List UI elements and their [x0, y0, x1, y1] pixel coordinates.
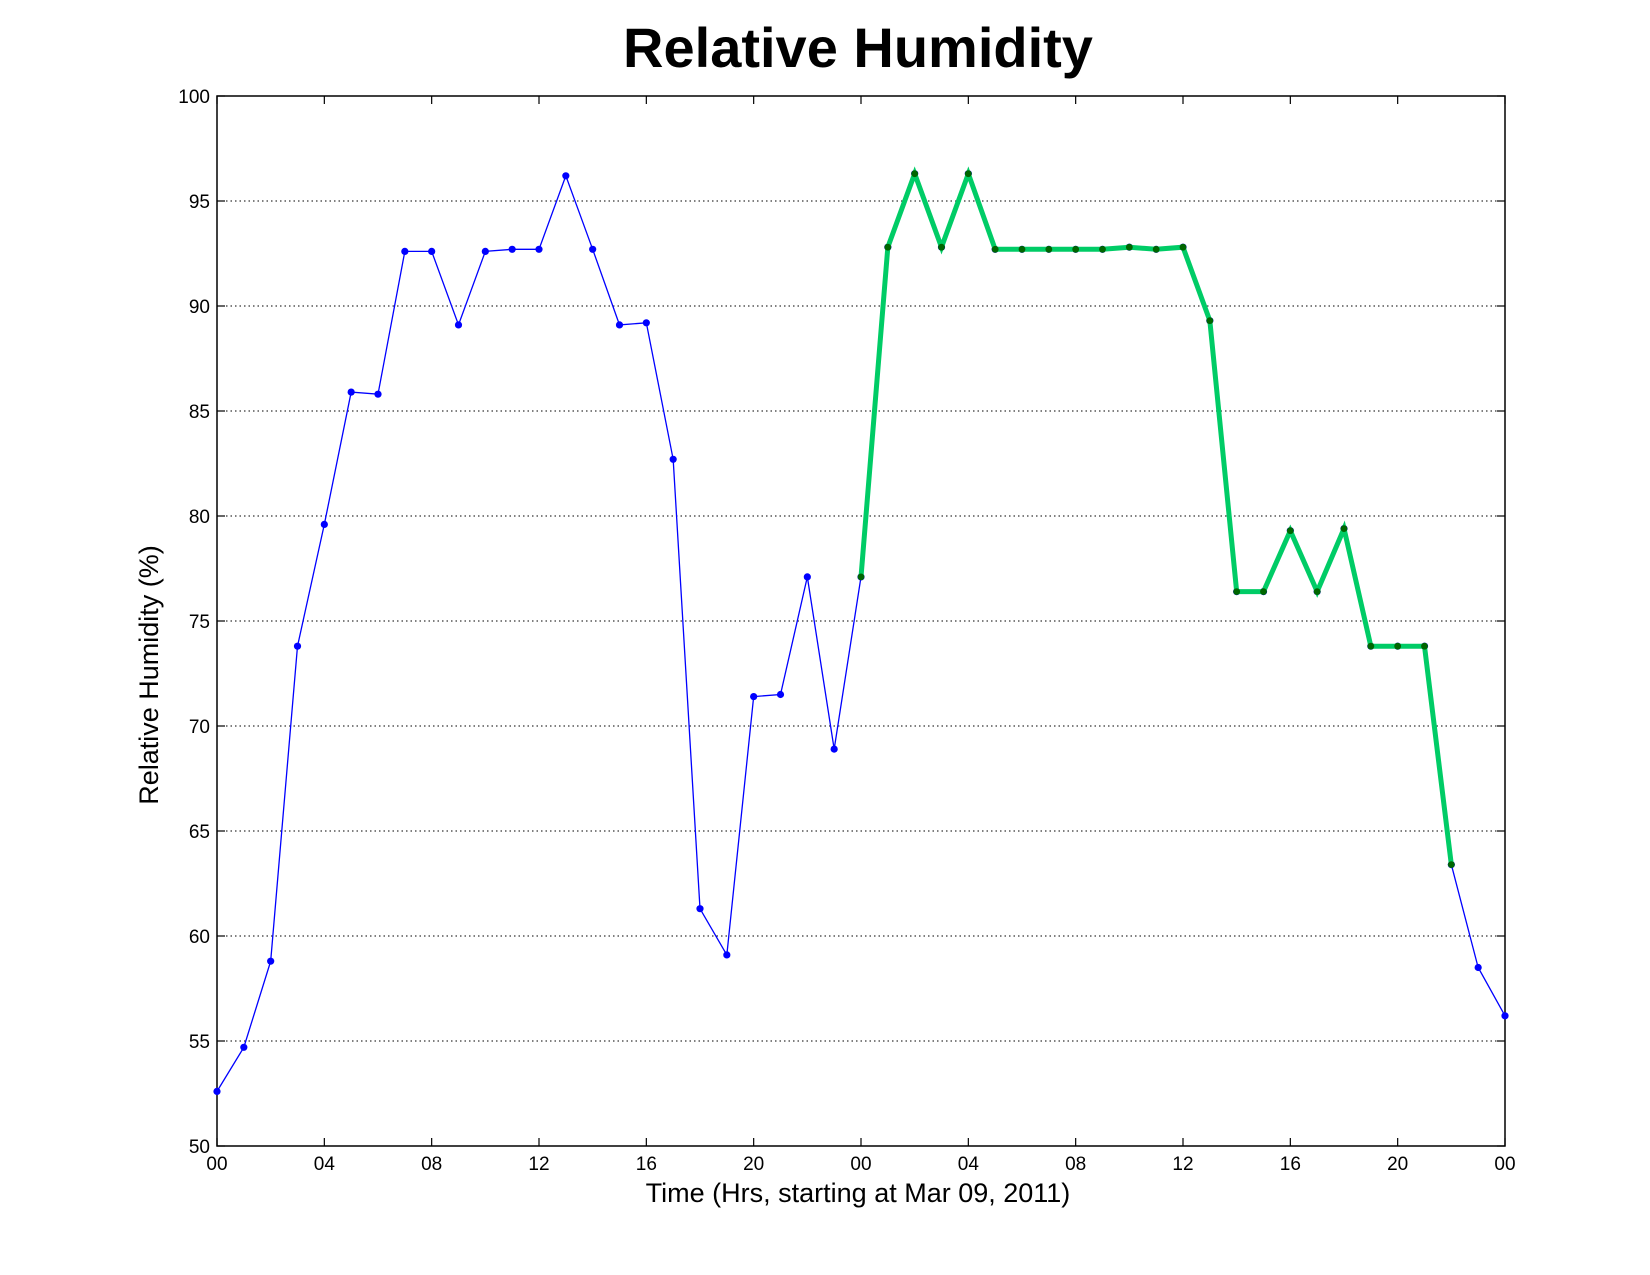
y-tick-label: 100: [178, 87, 210, 108]
series-layer: [213, 166, 1509, 1095]
x-tick-label: 04: [958, 1154, 980, 1175]
x-tick-label: 08: [1065, 1154, 1086, 1175]
y-tick-label: 90: [189, 297, 210, 318]
y-tick-label: 60: [189, 927, 210, 948]
x-tick-label: 04: [314, 1154, 336, 1175]
series-1-point: [750, 693, 758, 701]
series-2-point: [1072, 245, 1080, 253]
series-1-point: [347, 388, 355, 396]
series-2-point: [911, 170, 919, 178]
chart-title: Relative Humidity: [623, 16, 1093, 79]
x-tick-label: 12: [1172, 1154, 1193, 1175]
series-1-point: [615, 321, 624, 329]
series-1-point: [508, 245, 516, 253]
y-tick-label: 55: [189, 1032, 210, 1053]
series-1-point: [696, 905, 704, 913]
series-2-point: [1099, 245, 1106, 253]
series-2-point: [1421, 642, 1428, 650]
series-1-point: [669, 455, 677, 463]
series-2-point: [991, 245, 999, 253]
series-1-point: [642, 319, 650, 327]
x-tick-label: 16: [636, 1154, 657, 1175]
series-1-point: [803, 573, 811, 581]
series-2-point: [1152, 245, 1160, 253]
series-2-point: [1179, 243, 1187, 251]
series-2-point: [938, 243, 945, 251]
y-axis-ticks: 50 55 60 65 70 75 80 85 90 95 100: [178, 87, 1505, 1158]
series-1-point: [454, 321, 463, 329]
x-tick-label: 20: [1387, 1154, 1408, 1175]
series-2: [857, 166, 1455, 868]
series-1-point: [723, 951, 731, 959]
y-tick-label: 75: [189, 612, 210, 633]
series-2-point: [1313, 588, 1321, 595]
series-2-point: [1125, 243, 1133, 251]
series-2-point: [1260, 588, 1267, 595]
x-tick-label: 20: [743, 1154, 764, 1175]
x-tick-label: 08: [421, 1154, 442, 1175]
x-tick-label: 00: [850, 1154, 871, 1175]
series-1-point: [589, 245, 597, 253]
x-tick-label: 00: [206, 1154, 227, 1175]
y-tick-label: 80: [189, 507, 210, 528]
series-1-point: [428, 247, 436, 255]
series-2-point: [1233, 588, 1241, 595]
series-2-point: [884, 243, 892, 251]
series-1-point: [1501, 1012, 1509, 1020]
y-tick-label: 70: [189, 717, 210, 738]
x-axis-ticks: 00 04 08 12 16 20 00 04 08 12 16 20 00: [206, 96, 1516, 1175]
series-1-point: [240, 1043, 248, 1051]
y-axis-label: Relative Humidity (%): [134, 545, 164, 805]
series-1-point: [267, 957, 275, 965]
grid-layer: [217, 200, 1505, 1042]
series-2-point: [1340, 525, 1348, 532]
series-1-point: [320, 520, 328, 529]
series-2-point: [1018, 245, 1026, 253]
series-1-point: [213, 1087, 221, 1095]
series-2-point: [1206, 317, 1214, 325]
x-tick-label: 00: [1494, 1154, 1515, 1175]
series-2-point: [1447, 861, 1455, 868]
x-tick-label: 16: [1280, 1154, 1301, 1175]
y-tick-label: 65: [189, 822, 210, 843]
y-tick-label: 50: [189, 1137, 210, 1158]
series-1-point: [481, 247, 489, 255]
y-tick-label: 85: [189, 402, 210, 423]
series-1-point: [1474, 963, 1482, 972]
series-1-point: [293, 642, 302, 650]
series-2-point: [964, 170, 972, 178]
x-tick-label: 12: [528, 1154, 549, 1175]
series-1-point: [562, 172, 570, 180]
series-2-point: [1045, 245, 1053, 253]
series-1-point: [401, 247, 409, 255]
series-1-point: [776, 690, 785, 699]
series-2-point: [1286, 527, 1294, 535]
series-2-point: [1394, 642, 1402, 650]
series-1-point: [535, 245, 543, 253]
series-1-point: [374, 390, 382, 398]
series-2-point: [857, 573, 865, 581]
y-tick-label: 95: [189, 192, 210, 213]
series-2-point: [1367, 642, 1375, 650]
x-axis-label: Time (Hrs, starting at Mar 09, 2011): [646, 1178, 1071, 1208]
series-1-point: [830, 745, 838, 753]
